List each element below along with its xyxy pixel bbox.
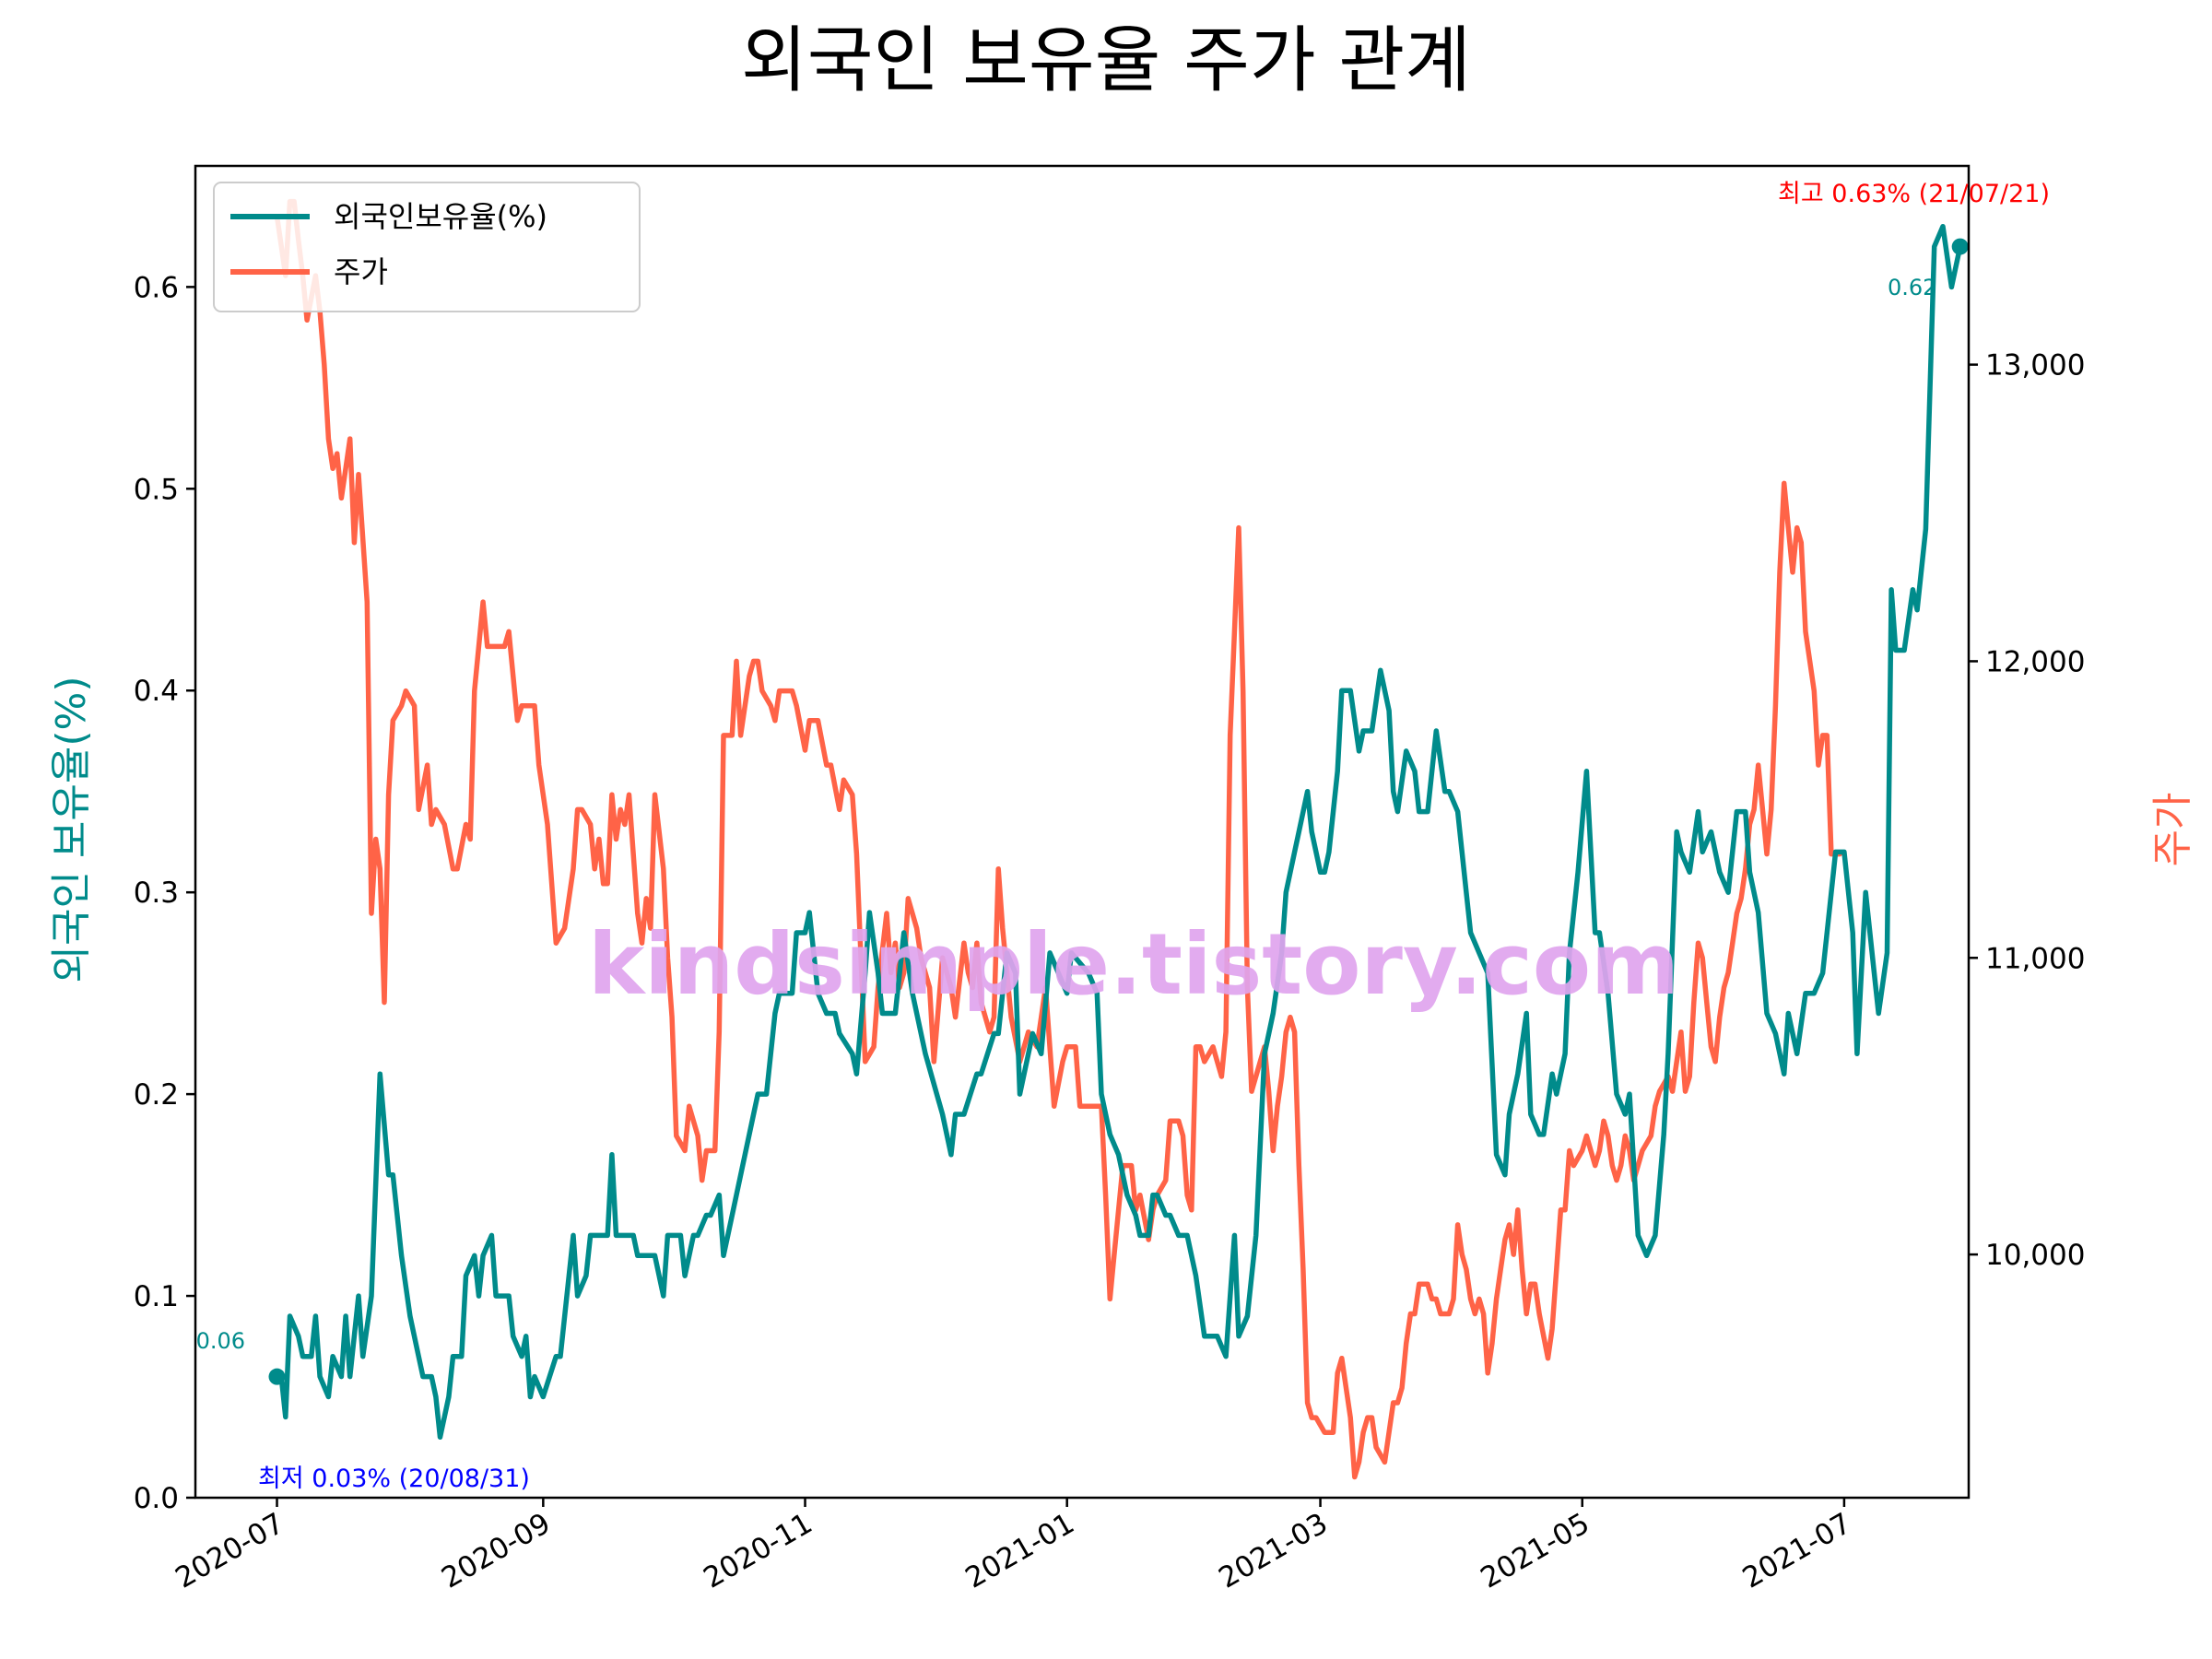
legend: 외국인보유율(%) 주가	[213, 182, 641, 312]
right-tick-label: 11,000	[1985, 942, 2085, 975]
plot-frame	[194, 164, 1971, 1500]
left-tick-label: 0.5	[134, 473, 179, 506]
watermark: kindsimple.tistory.com	[588, 915, 1679, 1014]
legend-label-price: 주가	[334, 254, 388, 289]
x-tick-label: 2020-11	[698, 1507, 818, 1595]
max-annotation: 최고 0.63% (21/07/21)	[1778, 180, 2050, 208]
foreign-ratio-line	[274, 223, 1963, 1441]
legend-label-foreign-ratio: 외국인보유율(%)	[334, 199, 547, 234]
left-axis-ticks: 0.0 0.1 0.2 0.3 0.4 0.5 0.6	[134, 271, 195, 1515]
left-axis-label: 외국인 보유율(%)	[48, 676, 95, 982]
price-line	[274, 198, 1842, 1480]
legend-box	[213, 182, 641, 312]
left-tick-label: 0.2	[134, 1078, 179, 1112]
right-axis-label: 주가	[2149, 793, 2196, 867]
right-axis-ticks: 10,000 11,000 12,000 13,000	[1969, 349, 2085, 1272]
left-tick-label: 0.1	[134, 1280, 179, 1313]
end-point-marker	[1951, 238, 1969, 255]
start-value-label: 0.06	[196, 1328, 245, 1354]
x-tick-label: 2020-09	[436, 1507, 556, 1595]
x-tick-label: 2021-03	[1213, 1507, 1333, 1595]
x-axis-ticks: 2020-07 2020-09 2020-11 2021-01 2021-03 2021-…	[170, 1498, 1857, 1595]
x-tick-label: 2021-07	[1737, 1507, 1857, 1595]
right-tick-label: 13,000	[1985, 349, 2085, 382]
left-tick-label: 0.4	[134, 675, 179, 708]
end-value-label: 0.62	[1888, 275, 1936, 300]
chart-title: 외국인 보유율 주가 관계	[741, 19, 1471, 102]
x-tick-label: 2020-07	[170, 1507, 289, 1595]
right-tick-label: 10,000	[1985, 1239, 2085, 1272]
series-layer	[268, 198, 1969, 1480]
left-tick-label: 0.3	[134, 877, 179, 910]
left-tick-label: 0.6	[134, 271, 179, 304]
left-tick-label: 0.0	[134, 1482, 179, 1515]
x-tick-label: 2021-05	[1476, 1507, 1595, 1595]
min-annotation: 최저 0.03% (20/08/31)	[258, 1465, 530, 1493]
right-tick-label: 12,000	[1985, 645, 2085, 678]
start-point-marker	[268, 1368, 286, 1385]
x-tick-label: 2021-01	[960, 1507, 1080, 1595]
